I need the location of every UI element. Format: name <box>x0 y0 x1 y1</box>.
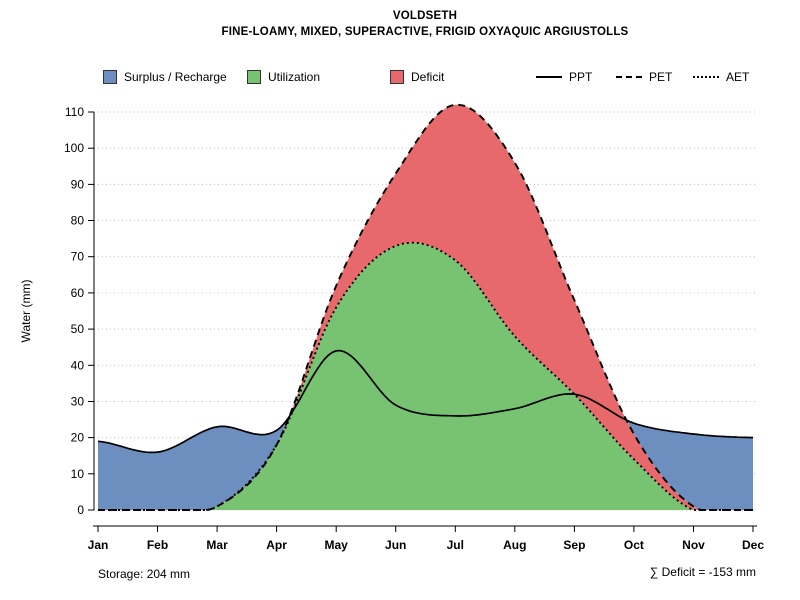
ppt-line-sample <box>536 76 562 78</box>
y-tick-label: 70 <box>71 250 85 264</box>
surplus-label: Surplus / Recharge <box>124 70 227 84</box>
y-tick-label: 90 <box>71 177 85 191</box>
pet-label: PET <box>649 70 673 84</box>
x-tick-label: Dec <box>742 538 764 552</box>
pet-line-sample <box>616 76 642 78</box>
x-tick-label: Mar <box>206 538 228 552</box>
x-tick-label: Oct <box>624 538 644 552</box>
y-tick-label: 40 <box>71 358 85 372</box>
y-tick-label: 0 <box>77 503 84 517</box>
y-tick-label: 80 <box>71 214 85 228</box>
legend-item-surplus: Surplus / Recharge <box>103 70 227 84</box>
legend-item-ppt: PPT <box>536 70 592 84</box>
y-tick-label: 60 <box>71 286 85 300</box>
storage-note: Storage: 204 mm <box>98 567 191 581</box>
aet-label: AET <box>726 70 750 84</box>
x-tick-label: Apr <box>266 538 287 552</box>
figure-title: VOLDSETH <box>392 10 458 22</box>
legend-item-deficit: Deficit <box>390 70 444 84</box>
figure-subtitle: FINE-LOAMY, MIXED, SUPERACTIVE, FRIGID O… <box>221 26 629 38</box>
deficit-label: Deficit <box>411 70 445 84</box>
aet-line-sample <box>693 76 719 78</box>
deficit-swatch <box>390 70 404 84</box>
x-tick-label: Feb <box>147 538 168 552</box>
x-tick-label: Nov <box>682 538 705 552</box>
legend-item-aet: AET <box>693 70 749 84</box>
x-tick-label: Sep <box>563 538 585 552</box>
ppt-curve <box>97 349 754 454</box>
deficit-area <box>98 104 753 511</box>
utilization-swatch <box>247 70 261 84</box>
x-tick-label: Jul <box>447 538 464 552</box>
x-tick-label: May <box>325 538 349 552</box>
surplus-area <box>98 104 753 511</box>
total-deficit-note: ∑ Deficit = -153 mm <box>649 565 756 579</box>
y-axis-title: Water (mm) <box>19 280 33 343</box>
utilization-area <box>98 242 753 510</box>
ppt-label: PPT <box>569 70 593 84</box>
y-tick-label: 30 <box>71 395 85 409</box>
x-tick-label: Jun <box>385 538 406 552</box>
y-tick-label: 110 <box>65 105 84 119</box>
legend-item-utilization: Utilization <box>247 70 320 84</box>
y-tick-label: 50 <box>71 322 85 336</box>
legend-item-pet: PET <box>616 70 672 84</box>
x-tick-label: Jan <box>88 538 109 552</box>
y-tick-label: 100 <box>64 141 84 155</box>
y-tick-label: 20 <box>71 431 85 445</box>
surplus-swatch <box>103 70 117 84</box>
x-tick-label: Aug <box>503 538 526 552</box>
utilization-label: Utilization <box>268 70 321 84</box>
pet-curve <box>98 103 753 511</box>
y-tick-label: 10 <box>71 467 85 481</box>
